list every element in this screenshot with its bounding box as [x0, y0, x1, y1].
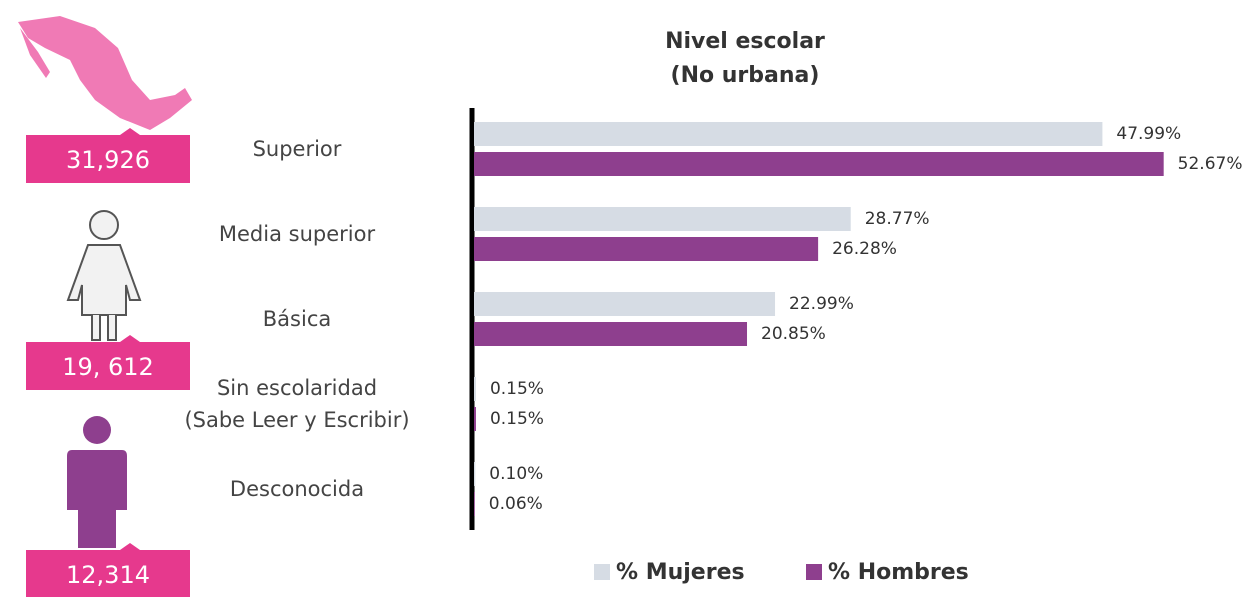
notch: [120, 128, 140, 550]
value-label: 22.99%: [789, 294, 854, 314]
bar: [474, 462, 476, 486]
legend-swatch: [594, 564, 610, 580]
value-label: 52.67%: [1178, 154, 1243, 174]
value-label: 20.85%: [761, 324, 826, 344]
value-label: 0.06%: [489, 494, 543, 514]
value-label: 0.10%: [489, 464, 543, 484]
value-label: 0.15%: [490, 409, 544, 429]
bar: [474, 492, 475, 516]
value-label: 26.28%: [832, 239, 897, 259]
value-label: 0.15%: [490, 379, 544, 399]
total-box: 19, 612: [26, 342, 190, 390]
chart-title: Nivel escolar: [665, 29, 825, 54]
value-label: 28.77%: [865, 209, 930, 229]
value-label: 47.99%: [1116, 124, 1181, 144]
bar: [474, 207, 851, 231]
bar: [474, 237, 819, 261]
bar: [474, 377, 476, 401]
total-box: 12,314: [26, 550, 190, 597]
chart-subtitle: (No urbana): [671, 63, 820, 88]
legend-label: % Mujeres: [616, 560, 745, 585]
bar: [474, 292, 776, 316]
category-label: Superior: [252, 137, 342, 161]
category-label: Desconocida: [229, 477, 365, 501]
bar: [474, 152, 1164, 176]
map-icon: [18, 16, 192, 130]
total-box: 31,926: [26, 135, 190, 183]
bar: [474, 122, 1103, 146]
category-label: Sin escolaridad (Sabe Leer y Escribir): [184, 376, 410, 432]
map-icon: [20, 28, 50, 78]
bar: [474, 322, 748, 346]
woman-icon: [66, 210, 142, 341]
category-label: Básica: [262, 307, 332, 331]
bar: [474, 407, 476, 431]
category-label: Media superior: [218, 222, 376, 246]
legend-swatch: [806, 564, 822, 580]
legend-label: % Hombres: [828, 560, 969, 585]
man-icon: [67, 416, 127, 548]
